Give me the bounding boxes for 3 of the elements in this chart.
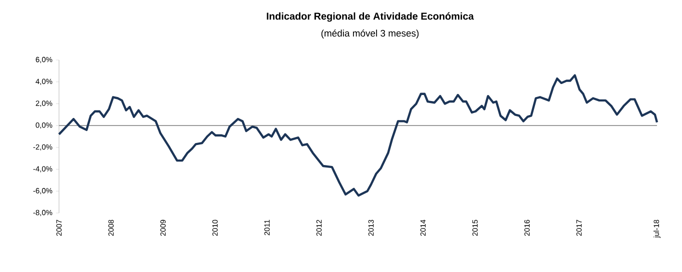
chart-title: Indicador Regional de Atividade Económica	[266, 12, 474, 22]
chart-subtitle: (média móvel 3 meses)	[321, 30, 419, 38]
line-series	[58, 74, 658, 197]
